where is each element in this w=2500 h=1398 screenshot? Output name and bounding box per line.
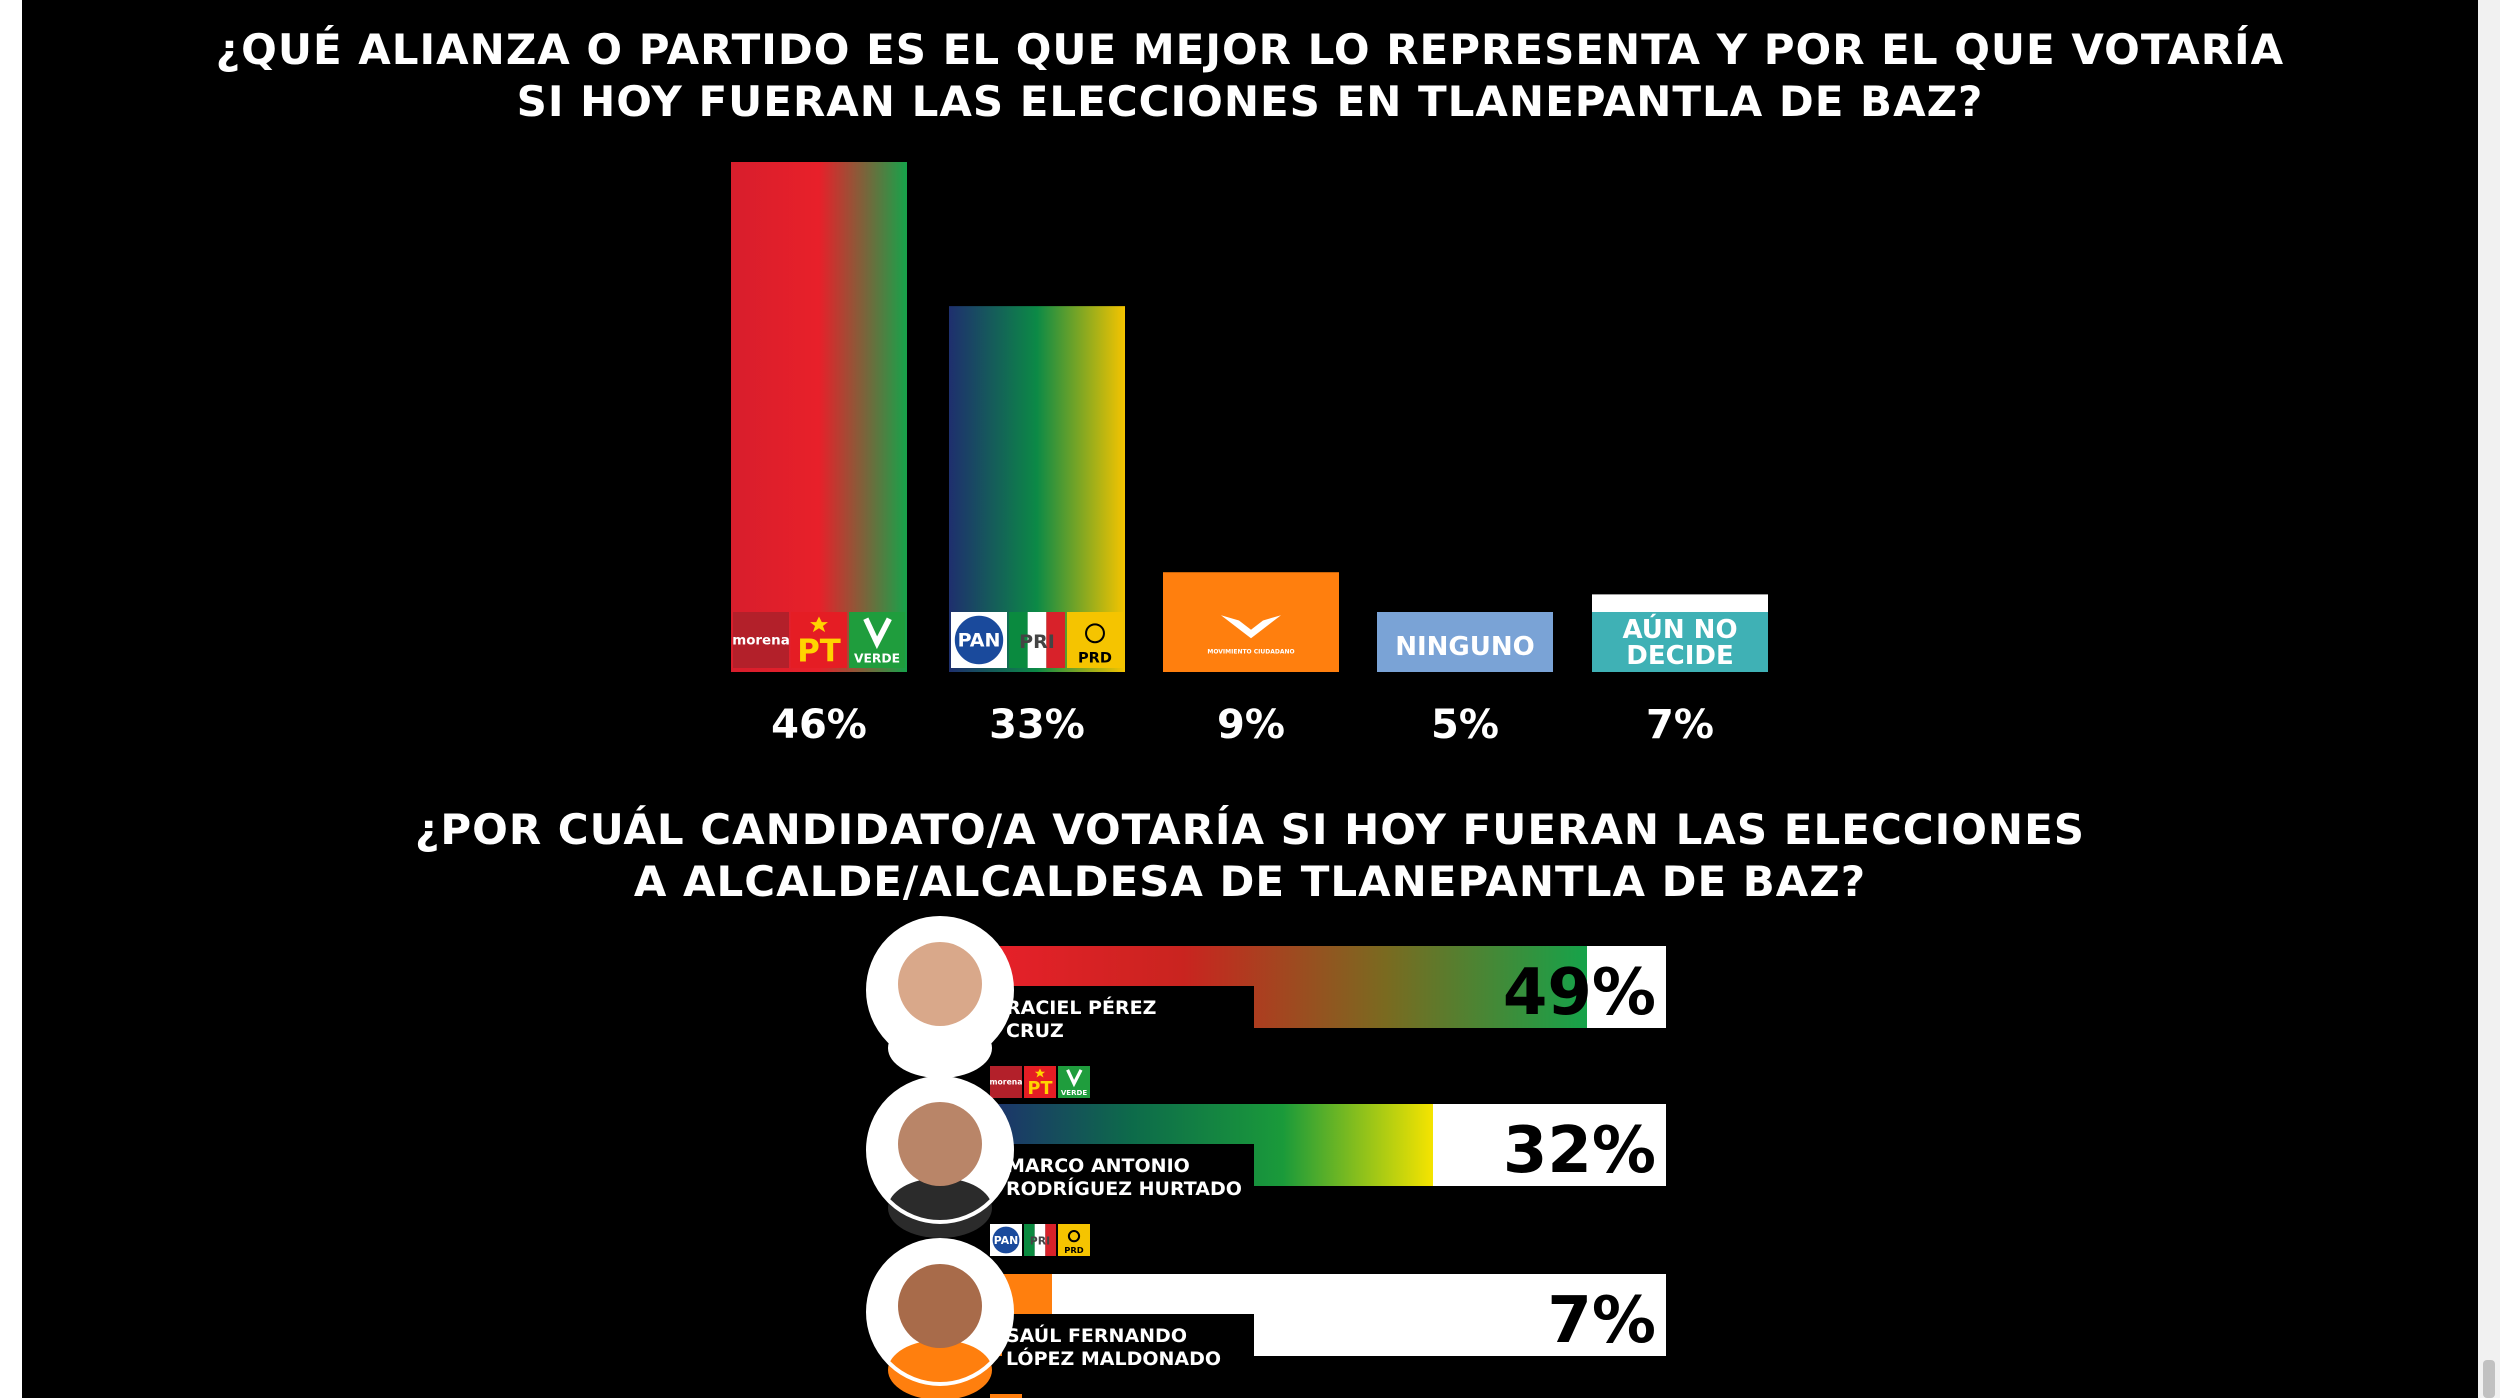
candidate-name-1-line-2: CRUZ: [1006, 1020, 1064, 1042]
chart-title-2-line-1: ¿POR CUÁL CANDIDATO/A VOTARÍA SI HOY FUE…: [414, 805, 2086, 854]
chart-title-2: ¿POR CUÁL CANDIDATO/A VOTARÍA SI HOY FUE…: [22, 804, 2478, 908]
value-label-1: 46%: [771, 702, 867, 748]
candidate-photo-ring-3: [866, 1238, 1014, 1386]
bar-label-ninguno: NINGUNO: [1395, 632, 1535, 662]
candidate-photo-ring-1: [866, 916, 1014, 1064]
bar-5-label-band: [1592, 612, 1768, 672]
prd-logo-text: PRD: [1078, 649, 1112, 666]
pri-logo-text: PRI: [1030, 1234, 1050, 1247]
name-box-2: [1002, 1144, 1254, 1218]
candidate-name-3-line-1: SAÚL FERNANDO: [1006, 1323, 1187, 1347]
pan-logo-text: PAN: [994, 1234, 1019, 1247]
morena-logo-text: morena: [990, 1078, 1023, 1087]
pri-white: [1027, 612, 1047, 668]
vertical-bar-chart: morena PT VERDE 46% PAN PRI PRD 33% MOVIMIENTO C…: [731, 162, 1768, 748]
candidate-face-1: [898, 942, 982, 1026]
candidate-shirt-3: [888, 1340, 992, 1398]
candidate-shirt-1: [888, 1018, 992, 1078]
value-label-3: 9%: [1217, 702, 1285, 748]
bar-2: [949, 306, 1125, 672]
bar-3: [1163, 572, 1339, 672]
value-label-2: 33%: [989, 702, 1085, 748]
bar-group-4: NINGUNO 5%: [1377, 612, 1553, 748]
pan-circle-icon: [952, 613, 1006, 667]
sun-icon: [1085, 623, 1105, 644]
candidate-value-2: 32%: [1503, 1114, 1656, 1188]
chart-title-1-line-1: ¿QUÉ ALIANZA O PARTIDO ES EL QUE MEJOR L…: [215, 25, 2285, 74]
prd-logo-text: PRD: [1064, 1245, 1083, 1255]
bar-label-aun-no: AÚN NO: [1622, 613, 1737, 645]
value-label-4: 5%: [1431, 702, 1499, 748]
candidate-name-1-line-1: RACIEL PÉREZ: [1006, 996, 1156, 1019]
chart-title-2-line-2: A ALCALDE/ALCALDESA DE TLANEPANTLA DE BA…: [633, 857, 1867, 906]
mc-logo-text: MOVIMIENTO CIUDADANO: [1207, 648, 1294, 655]
pri-green: [1009, 612, 1028, 668]
toucan-icon: [1066, 1069, 1083, 1088]
candidate-face-2: [898, 1102, 982, 1186]
pri-white: [1034, 1224, 1046, 1256]
pt-star-icon: [810, 616, 828, 633]
pt-logo-text: PT: [797, 633, 841, 669]
candidate-name-2-line-1: MARCO ANTONIO: [1006, 1155, 1190, 1177]
pri-green: [1024, 1224, 1035, 1256]
candidate-name-3-line-2: LÓPEZ MALDONADO: [1006, 1346, 1221, 1370]
bar-group-3: MOVIMIENTO CIUDADANO 9%: [1163, 572, 1339, 748]
bar-4-label-band: [1377, 612, 1553, 672]
charts-svg: morena PT VERDE 46% PAN PRI PRD 33% MOVIMIENTO C…: [731, 162, 1768, 1398]
prd-logo: [1067, 612, 1123, 668]
verde-logo-text: VERDE: [1061, 1088, 1087, 1097]
eagle-icon: [1221, 615, 1281, 639]
toucan-icon: [863, 617, 892, 650]
prd-logo: [1058, 1224, 1090, 1256]
candidate-shirt-2: [888, 1178, 992, 1238]
pan-circle-icon: [990, 1224, 1022, 1256]
mc-logo-small: [990, 1394, 1022, 1398]
sun-icon: [1067, 1230, 1081, 1243]
candidate-face-3: [898, 1264, 982, 1348]
candidate-value-3: 7%: [1547, 1284, 1656, 1358]
pri-red: [1046, 612, 1065, 668]
verde-logo-text: VERDE: [854, 651, 900, 665]
pri-logo-text: PRI: [1019, 631, 1055, 653]
morena-logo-text: morena: [732, 633, 790, 648]
morena-logo: [990, 1066, 1022, 1098]
candidate-name-2-line-2: RODRÍGUEZ HURTADO: [1006, 1177, 1242, 1200]
bar-1: [731, 162, 907, 672]
scrollbar-thumb[interactable]: [2483, 1360, 2495, 1398]
morena-logo: [733, 612, 789, 668]
value-label-5: 7%: [1646, 702, 1714, 748]
candidate-value-1: 49%: [1503, 956, 1656, 1030]
name-box-1: [1002, 986, 1254, 1060]
vertical-scrollbar[interactable]: [2478, 0, 2500, 1398]
bar-group-2: PAN PRI PRD 33%: [949, 306, 1125, 748]
pri-red: [1045, 1224, 1056, 1256]
chart-title-1-line-2: SI HOY FUERAN LAS ELECCIONES EN TLANEPAN…: [516, 77, 1984, 126]
bar-group-1: morena PT VERDE 46%: [731, 162, 907, 748]
candidate-photo-ring-2: [866, 1076, 1014, 1224]
pt-star-icon: [1034, 1068, 1046, 1078]
chart-title-1: ¿QUÉ ALIANZA O PARTIDO ES EL QUE MEJOR L…: [22, 24, 2478, 128]
pan-logo-text: PAN: [958, 630, 1001, 652]
bar-label-decide: DECIDE: [1626, 641, 1733, 671]
pt-logo-text: PT: [1028, 1079, 1053, 1099]
name-box-3: [1002, 1314, 1254, 1388]
chart-canvas: ¿QUÉ ALIANZA O PARTIDO ES EL QUE MEJOR L…: [22, 0, 2478, 1398]
